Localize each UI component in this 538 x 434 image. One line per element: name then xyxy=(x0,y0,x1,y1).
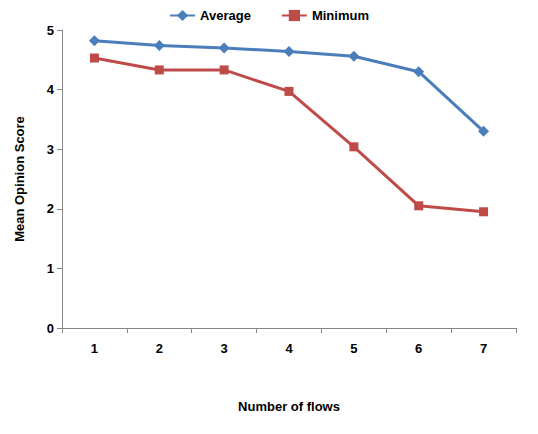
svg-text:Average: Average xyxy=(200,8,251,23)
svg-text:0: 0 xyxy=(47,321,54,336)
svg-text:Minimum: Minimum xyxy=(312,8,369,23)
svg-text:1: 1 xyxy=(91,341,98,356)
svg-text:Number of flows: Number of flows xyxy=(238,399,340,414)
svg-text:2: 2 xyxy=(156,341,163,356)
svg-text:1: 1 xyxy=(47,261,54,276)
svg-text:4: 4 xyxy=(285,341,293,356)
svg-text:3: 3 xyxy=(47,142,54,157)
svg-text:5: 5 xyxy=(350,341,357,356)
svg-text:3: 3 xyxy=(221,341,228,356)
svg-text:2: 2 xyxy=(47,201,54,216)
svg-text:4: 4 xyxy=(47,82,55,97)
svg-text:6: 6 xyxy=(415,341,422,356)
svg-text:7: 7 xyxy=(480,341,487,356)
svg-text:5: 5 xyxy=(47,23,54,38)
svg-text:Mean Opinion Score: Mean Opinion Score xyxy=(12,116,27,242)
